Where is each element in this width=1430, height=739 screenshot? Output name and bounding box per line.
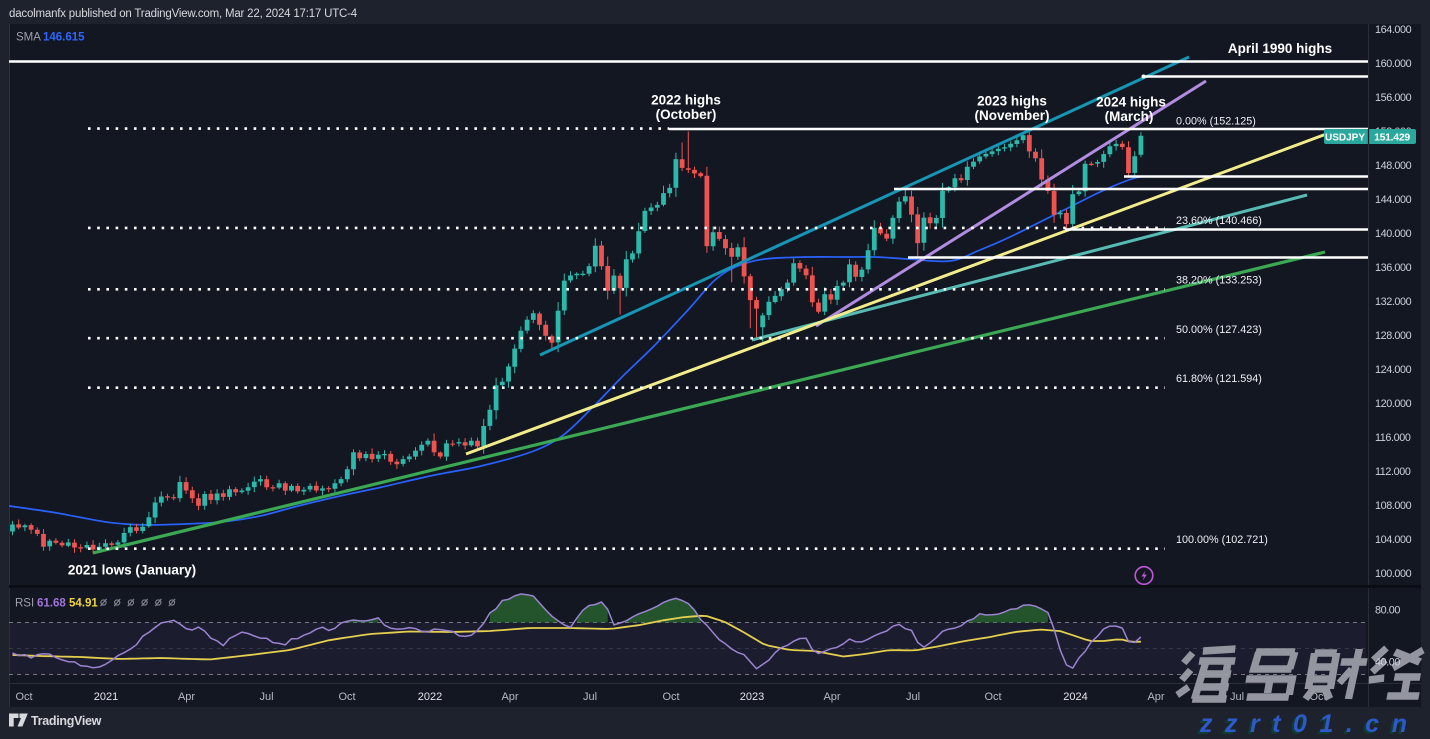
svg-text:2021 lows (January): 2021 lows (January) xyxy=(68,563,196,578)
svg-text:TradingView: TradingView xyxy=(31,714,102,728)
svg-text:100.000: 100.000 xyxy=(1375,568,1412,580)
svg-text:116.000: 116.000 xyxy=(1375,432,1411,444)
svg-text:zzrt01.cn: zzrt01.cn xyxy=(1197,712,1417,739)
svg-text:146.615: 146.615 xyxy=(43,32,85,44)
svg-text:2022: 2022 xyxy=(418,691,442,703)
svg-text:132.000: 132.000 xyxy=(1375,296,1412,308)
svg-text:148.000: 148.000 xyxy=(1375,160,1412,172)
svg-text:Jul: Jul xyxy=(906,691,920,703)
svg-text:100.00% (102.721): 100.00% (102.721) xyxy=(1176,534,1268,546)
svg-text:61.80% (121.594): 61.80% (121.594) xyxy=(1176,373,1262,385)
svg-text:(March): (March) xyxy=(1105,109,1154,124)
svg-text:61.68: 61.68 xyxy=(37,598,66,610)
svg-text:2023 highs: 2023 highs xyxy=(977,94,1047,109)
svg-text:104.000: 104.000 xyxy=(1375,534,1412,546)
svg-text:Apr: Apr xyxy=(178,691,195,703)
svg-text:136.000: 136.000 xyxy=(1375,262,1412,274)
svg-text:128.000: 128.000 xyxy=(1375,330,1412,342)
svg-text:164.000: 164.000 xyxy=(1375,24,1412,36)
svg-text:Oct: Oct xyxy=(15,691,32,703)
svg-text:156.000: 156.000 xyxy=(1375,92,1412,104)
svg-text:RSI: RSI xyxy=(15,598,34,610)
svg-text:140.000: 140.000 xyxy=(1375,228,1412,240)
svg-text:124.000: 124.000 xyxy=(1375,364,1412,376)
svg-text:SMA: SMA xyxy=(16,32,41,44)
svg-text:Jul: Jul xyxy=(583,691,597,703)
svg-text:April 1990 highs: April 1990 highs xyxy=(1228,41,1332,56)
svg-text:160.000: 160.000 xyxy=(1375,58,1412,70)
svg-text:0.00% (152.125): 0.00% (152.125) xyxy=(1176,115,1256,127)
svg-text:108.000: 108.000 xyxy=(1375,500,1412,512)
svg-text:2023: 2023 xyxy=(740,691,764,703)
svg-text:Apr: Apr xyxy=(501,691,518,703)
svg-text:151.429: 151.429 xyxy=(1374,132,1410,144)
svg-text:2024 highs: 2024 highs xyxy=(1096,95,1166,110)
svg-text:120.000: 120.000 xyxy=(1375,398,1412,410)
svg-text:USDJPY: USDJPY xyxy=(1325,133,1365,144)
svg-text:40.00: 40.00 xyxy=(1375,657,1400,669)
svg-text:zzrt01.cn: zzrt01.cn xyxy=(1199,710,1419,738)
svg-text:80.00: 80.00 xyxy=(1375,605,1400,617)
svg-text:(October): (October) xyxy=(656,107,717,122)
svg-text:Jul: Jul xyxy=(259,691,273,703)
svg-text:2021: 2021 xyxy=(94,691,118,703)
svg-text:23.60% (140.466): 23.60% (140.466) xyxy=(1176,215,1262,227)
svg-text:54.91: 54.91 xyxy=(69,598,98,610)
svg-text:Oct: Oct xyxy=(662,691,679,703)
svg-text:112.000: 112.000 xyxy=(1375,466,1411,478)
svg-text:(November): (November) xyxy=(974,108,1049,123)
svg-text:Apr: Apr xyxy=(1147,691,1164,703)
svg-text:Jul: Jul xyxy=(1230,691,1244,703)
svg-text:50.00% (127.423): 50.00% (127.423) xyxy=(1176,324,1262,336)
svg-text:Oct: Oct xyxy=(338,691,355,703)
svg-text:Oct: Oct xyxy=(984,691,1001,703)
svg-text:38.20% (133.253): 38.20% (133.253) xyxy=(1176,274,1262,286)
svg-text:144.000: 144.000 xyxy=(1375,194,1412,206)
svg-text:2022 highs: 2022 highs xyxy=(651,93,721,108)
svg-text:dacolmanfx published on Tradin: dacolmanfx published on TradingView.com,… xyxy=(9,8,358,20)
svg-text:Apr: Apr xyxy=(823,691,840,703)
svg-text:2024: 2024 xyxy=(1063,691,1087,703)
